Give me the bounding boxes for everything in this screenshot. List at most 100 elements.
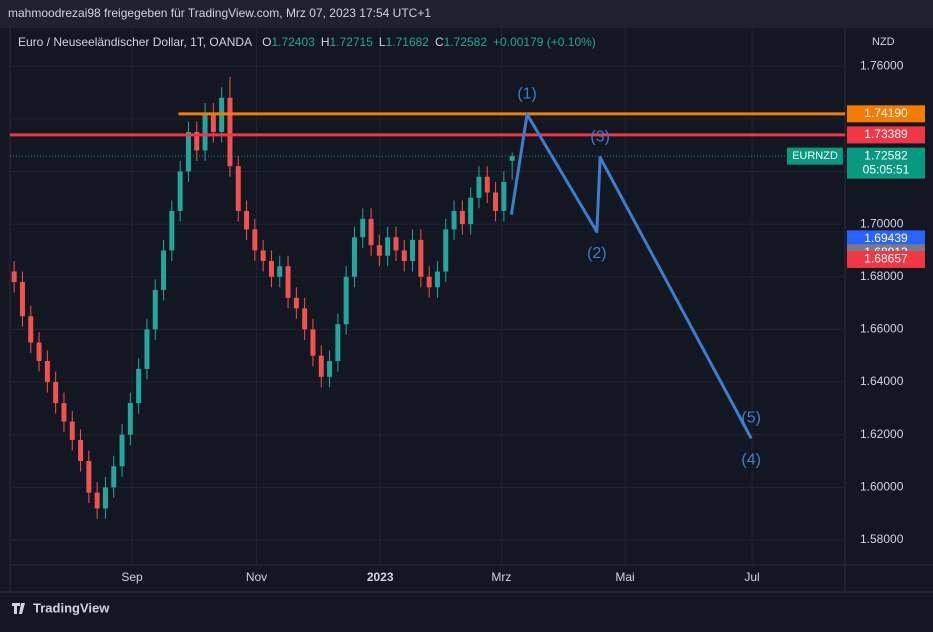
candle-body [335, 324, 341, 361]
candle-body [28, 316, 34, 343]
candle-body [327, 360, 333, 377]
candle-body [401, 250, 407, 261]
candle-body [44, 360, 50, 383]
candle-body [136, 368, 142, 404]
candle-body [509, 156, 515, 161]
legend-value: 1.72582 [444, 35, 488, 49]
wave-label: (4) [741, 452, 761, 469]
last-price-label: 1.72582 [864, 148, 908, 162]
candle-body [194, 131, 200, 151]
candle-body [426, 276, 432, 288]
candle-body [459, 210, 465, 225]
candle-body [69, 421, 75, 440]
price-label-box [847, 250, 925, 268]
candle-body [260, 250, 266, 261]
candle-body [202, 113, 208, 151]
wave-label: (5) [741, 410, 761, 427]
candle-body [127, 403, 133, 435]
candle-body [310, 329, 316, 356]
x-tick-label: Mai [615, 570, 634, 584]
candle-body [360, 218, 366, 238]
candle-body [476, 176, 482, 198]
candle-body [53, 382, 59, 404]
candle-body [385, 237, 391, 256]
candle-body [293, 297, 299, 309]
y-tick-label: 1.70000 [860, 216, 904, 230]
candle-body [111, 466, 117, 488]
candle-body [78, 439, 84, 462]
wave-label: (3) [590, 129, 610, 146]
y-tick-label: 1.64000 [860, 374, 904, 388]
x-tick-label: 2023 [367, 570, 394, 584]
countdown-label: 05:05:51 [863, 162, 910, 176]
currency-label: NZD [872, 36, 895, 48]
y-tick-label: 1.60000 [860, 480, 904, 494]
wave-label: (1) [517, 86, 537, 103]
candles [11, 76, 515, 519]
candle-body [451, 210, 457, 230]
candle-body [94, 492, 100, 509]
last-price-box [847, 147, 925, 179]
symbol-label: EURNZD [792, 150, 838, 162]
y-tick-label: 1.66000 [860, 322, 904, 336]
candle-body [227, 97, 233, 167]
candle-body [501, 181, 507, 211]
candle-body [285, 266, 291, 298]
price-label: 1.74190 [864, 106, 908, 120]
price-label: 1.68657 [864, 252, 908, 266]
x-tick-label: Nov [246, 570, 267, 584]
header-text: mahmoodrezai98 freigegeben für TradingVi… [8, 6, 431, 20]
candle-body [468, 197, 474, 225]
logo-icon [12, 603, 25, 614]
candle-body [169, 210, 175, 251]
price-label: 1.69439 [864, 231, 908, 245]
candle-body [86, 461, 92, 493]
candle-body [161, 250, 167, 290]
candle-body [11, 271, 17, 283]
candle-body [277, 266, 283, 277]
legend-letter: L [379, 35, 386, 49]
legend-letter: O [262, 35, 271, 49]
candle-body [484, 176, 490, 193]
y-tick-label: 1.68000 [860, 269, 904, 283]
candle-body [252, 229, 258, 251]
price-label-box [847, 105, 925, 123]
x-tick-label: Sep [121, 570, 143, 584]
x-tick-label: Jul [744, 570, 759, 584]
legend-letter: C [435, 35, 444, 49]
candle-body [144, 329, 150, 369]
candle-body [318, 355, 324, 377]
candle-body [418, 239, 424, 277]
candle-body [434, 271, 440, 288]
legend-change: +0.00179 (+0.10%) [493, 35, 596, 49]
candle-body [376, 245, 382, 256]
candle-body [393, 237, 399, 251]
y-tick-label: 1.76000 [860, 58, 904, 72]
candle-body [185, 131, 191, 172]
candle-body [244, 210, 250, 230]
candle-body [152, 289, 158, 330]
candle-body [210, 113, 216, 132]
legend: Euro / Neuseeländischer Dollar, 1T, OAND… [18, 35, 596, 49]
price-label-box [847, 126, 925, 144]
y-tick-label: 1.58000 [860, 532, 904, 546]
y-tick-label: 1.62000 [860, 427, 904, 441]
candle-body [235, 166, 241, 211]
legend-value: 1.72403 [271, 35, 315, 49]
candle-body [351, 237, 357, 277]
price-label-box [847, 230, 925, 248]
logo-text: TradingView [33, 600, 110, 615]
legend-value: 1.72715 [330, 35, 374, 49]
candle-body [443, 229, 449, 272]
candle-body [119, 434, 125, 467]
header-bar [0, 0, 933, 28]
candle-body [102, 487, 108, 509]
symbol-box [787, 147, 843, 165]
candle-body [61, 403, 67, 422]
candle-body [368, 218, 374, 246]
candle-body [493, 192, 499, 211]
x-tick-label: Mrz [491, 570, 511, 584]
